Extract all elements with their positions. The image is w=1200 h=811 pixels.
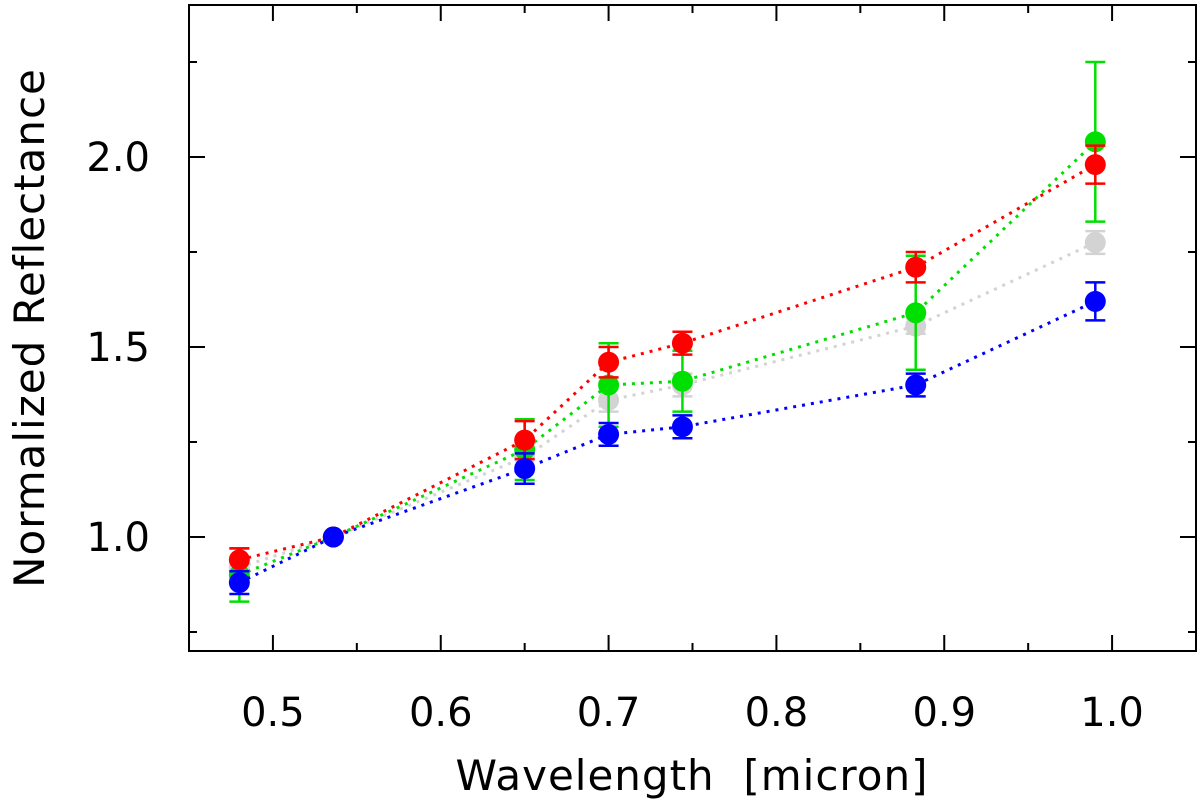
data-point-gray — [1084, 232, 1106, 253]
labels: Wavelength [micron] Normalized Reflectan… — [5, 68, 929, 800]
data-point-blue — [905, 374, 927, 396]
axes: 0.5 0.6 0.7 0.8 0.9 1.0 1.0 1.5 2.0 — [86, 4, 1197, 736]
data-point-blue — [228, 572, 250, 594]
series-gray — [228, 229, 1106, 578]
series-green — [228, 60, 1106, 603]
series-red — [228, 144, 1106, 573]
x-tick-label: 0.7 — [577, 690, 641, 736]
x-tick-label: 0.6 — [409, 690, 473, 736]
series-blue — [228, 281, 1106, 596]
plot-frame — [188, 4, 1197, 652]
data-point-blue — [514, 458, 536, 480]
data-point-red — [671, 332, 693, 354]
data-point-green — [1084, 131, 1106, 153]
y-tick-label: 1.0 — [86, 515, 150, 561]
data-point-blue — [671, 416, 693, 438]
data-point-blue — [598, 423, 620, 445]
series-layer — [228, 60, 1106, 603]
data-point-red — [228, 549, 250, 571]
data-point-red — [1084, 154, 1106, 176]
y-axis-label: Normalized Reflectance — [5, 68, 54, 588]
series-line-blue — [238, 300, 1096, 584]
data-point-blue — [1084, 290, 1106, 312]
x-tick-label: 0.9 — [912, 690, 976, 736]
x-tick-label: 1.0 — [1080, 690, 1144, 736]
x-axis-label: Wavelength [micron] — [456, 751, 929, 800]
data-point-green — [905, 302, 927, 324]
series-line-green — [238, 140, 1097, 577]
data-point-red — [905, 256, 927, 278]
data-point-red — [598, 351, 620, 373]
data-point-blue — [322, 526, 344, 548]
x-tick-label: 0.8 — [745, 690, 809, 736]
data-point-red — [514, 429, 536, 451]
data-point-green — [598, 374, 620, 396]
y-tick-label: 1.5 — [86, 325, 150, 371]
data-point-green — [671, 370, 693, 392]
y-tick-label: 2.0 — [86, 135, 150, 181]
x-tick-label: 0.5 — [241, 690, 305, 736]
